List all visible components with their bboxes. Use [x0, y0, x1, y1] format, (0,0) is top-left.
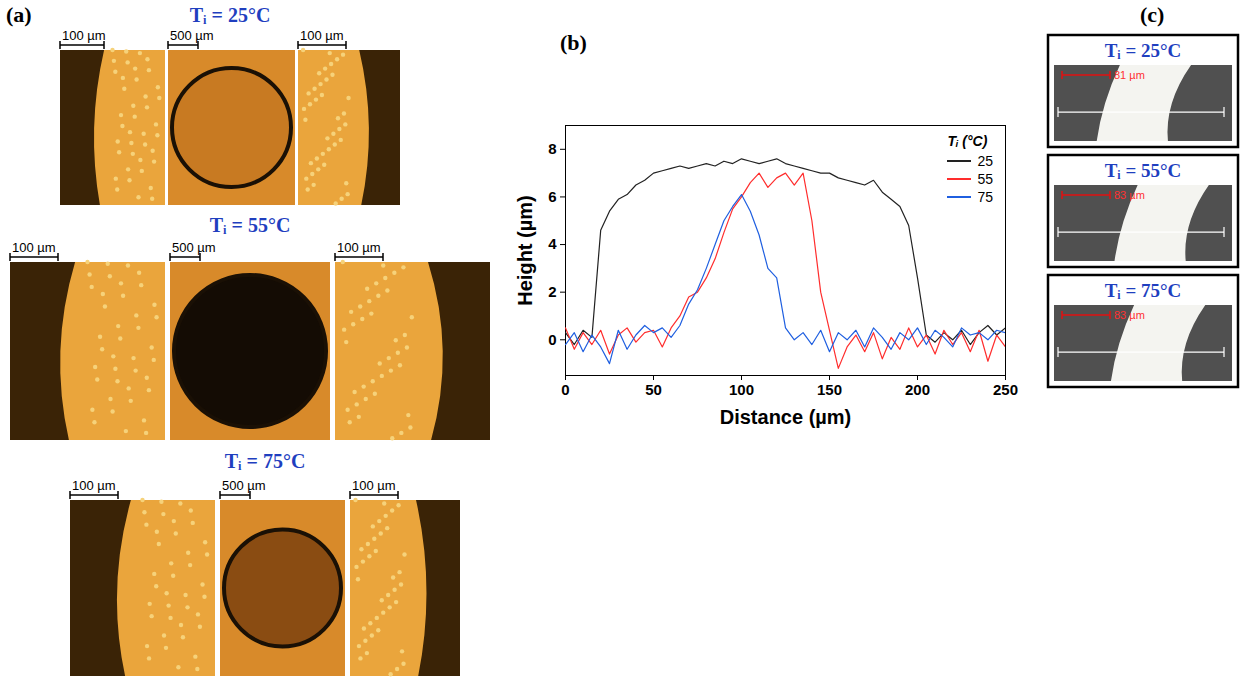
html-text:Tᵢ (°C): Tᵢ (°C)	[947, 133, 988, 149]
svg-text:100 µm: 100 µm	[337, 240, 381, 255]
svg-text:83 µm: 83 µm	[1114, 309, 1145, 321]
svg-text:8: 8	[548, 140, 556, 157]
svg-text:0: 0	[548, 331, 556, 348]
svg-text:100 µm: 100 µm	[62, 28, 106, 43]
svg-text:Tᵢ = 55°C: Tᵢ = 55°C	[210, 214, 291, 236]
svg-text:100 µm: 100 µm	[300, 28, 344, 43]
svg-text:81 µm: 81 µm	[1114, 69, 1145, 81]
svg-text:100: 100	[729, 381, 754, 398]
svg-text:500 µm: 500 µm	[172, 240, 216, 255]
svg-text:4: 4	[548, 235, 557, 252]
svg-text:(a): (a)	[6, 2, 32, 27]
svg-text:100 µm: 100 µm	[72, 478, 116, 493]
svg-text:6: 6	[548, 188, 556, 205]
svg-text:Tᵢ = 75°C: Tᵢ = 75°C	[1105, 280, 1182, 301]
svg-text:Tᵢ = 75°C: Tᵢ = 75°C	[225, 450, 306, 472]
svg-text:500 µm: 500 µm	[222, 478, 266, 493]
html-text:55: 55	[977, 171, 993, 187]
svg-text:100 µm: 100 µm	[352, 478, 396, 493]
svg-text:0: 0	[561, 381, 569, 398]
svg-text:200: 200	[905, 381, 930, 398]
svg-text:Tᵢ = 25°C: Tᵢ = 25°C	[190, 4, 271, 26]
svg-text:2: 2	[548, 283, 556, 300]
svg-text:100 µm: 100 µm	[12, 240, 56, 255]
svg-text:83 µm: 83 µm	[1114, 189, 1145, 201]
html-text:75: 75	[977, 189, 993, 205]
svg-text:Distance (µm): Distance (µm)	[720, 406, 852, 428]
svg-text:500 µm: 500 µm	[170, 28, 214, 43]
svg-text:50: 50	[645, 381, 662, 398]
svg-text:Tᵢ = 25°C: Tᵢ = 25°C	[1105, 40, 1182, 61]
svg-text:250: 250	[993, 381, 1018, 398]
svg-text:(c): (c)	[1140, 2, 1164, 27]
html-text:25: 25	[977, 153, 993, 169]
svg-text:Height (µm): Height (µm)	[514, 195, 536, 305]
html-text:(b): (b)	[560, 30, 587, 55]
svg-text:150: 150	[817, 381, 842, 398]
svg-text:Tᵢ = 55°C: Tᵢ = 55°C	[1105, 160, 1182, 181]
